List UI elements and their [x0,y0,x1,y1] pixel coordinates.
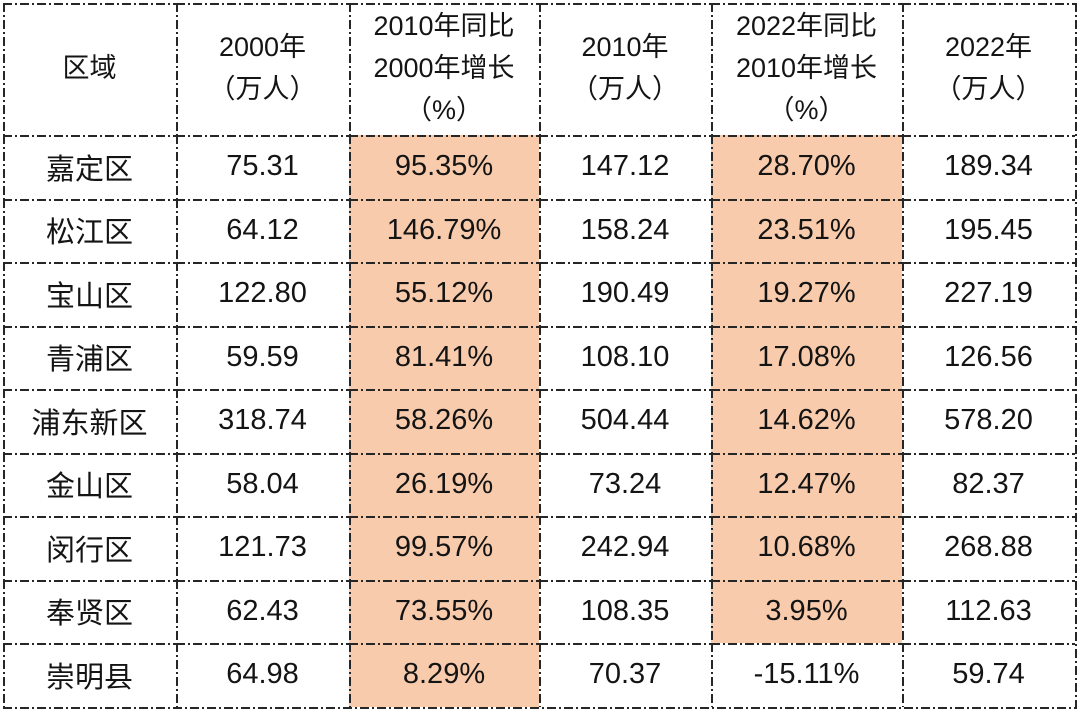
growth2010-cell: 26.19% [349,452,539,516]
region-cell: 青浦区 [3,325,176,389]
pop2010-cell: 70.37 [539,643,711,707]
growth2010-cell: 58.26% [349,389,539,453]
pop2000-cell: 64.12 [176,198,349,262]
growth2010-cell: 55.12% [349,262,539,326]
pop2000-cell: 122.80 [176,262,349,326]
growth2022-cell: 19.27% [711,262,902,326]
pop2022-cell: 268.88 [902,516,1075,580]
pop2022-cell: 578.20 [902,389,1075,453]
pop2010-cell: 504.44 [539,389,711,453]
region-cell: 浦东新区 [3,389,176,453]
pop2022-cell: 112.63 [902,579,1075,643]
header-growth2022: 2022年同比 2010年增长 （%） [711,3,902,135]
pop2010-cell: 108.10 [539,325,711,389]
header-region: 区域 [3,3,176,135]
growth2022-cell: 14.62% [711,389,902,453]
growth2022-cell: 10.68% [711,516,902,580]
pop2000-cell: 59.59 [176,325,349,389]
pop2000-cell: 64.98 [176,643,349,707]
region-cell: 奉贤区 [3,579,176,643]
region-cell: 嘉定区 [3,135,176,199]
header-pop2000: 2000年 （万人） [176,3,349,135]
pop2022-cell: 82.37 [902,452,1075,516]
growth2022-cell: 23.51% [711,198,902,262]
table-row: 金山区 58.04 26.19% 73.24 12.47% 82.37 [3,452,1075,516]
growth2022-cell: 28.70% [711,135,902,199]
table-row: 宝山区 122.80 55.12% 190.49 19.27% 227.19 [3,262,1075,326]
table-row: 奉贤区 62.43 73.55% 108.35 3.95% 112.63 [3,579,1075,643]
pop2000-cell: 121.73 [176,516,349,580]
population-table: 区域 2000年 （万人） 2010年同比 2000年增长 （%） 2010年 … [3,3,1077,709]
table-row: 浦东新区 318.74 58.26% 504.44 14.62% 578.20 [3,389,1075,453]
region-cell: 松江区 [3,198,176,262]
growth2022-cell: -15.11% [711,643,902,707]
pop2010-cell: 158.24 [539,198,711,262]
growth2010-cell: 146.79% [349,198,539,262]
growth2010-cell: 95.35% [349,135,539,199]
pop2000-cell: 58.04 [176,452,349,516]
pop2022-cell: 126.56 [902,325,1075,389]
pop2010-cell: 108.35 [539,579,711,643]
region-cell: 宝山区 [3,262,176,326]
table-row: 松江区 64.12 146.79% 158.24 23.51% 195.45 [3,198,1075,262]
pop2010-cell: 190.49 [539,262,711,326]
pop2022-cell: 59.74 [902,643,1075,707]
header-growth2010: 2010年同比 2000年增长 （%） [349,3,539,135]
pop2022-cell: 195.45 [902,198,1075,262]
growth2010-cell: 8.29% [349,643,539,707]
header-pop2022: 2022年 （万人） [902,3,1075,135]
growth2022-cell: 17.08% [711,325,902,389]
region-cell: 金山区 [3,452,176,516]
pop2000-cell: 75.31 [176,135,349,199]
table-row: 闵行区 121.73 99.57% 242.94 10.68% 268.88 [3,516,1075,580]
growth2010-cell: 99.57% [349,516,539,580]
table-row: 嘉定区 75.31 95.35% 147.12 28.70% 189.34 [3,135,1075,199]
table-row: 崇明县 64.98 8.29% 70.37 -15.11% 59.74 [3,643,1075,707]
region-cell: 崇明县 [3,643,176,707]
growth2022-cell: 3.95% [711,579,902,643]
growth2022-cell: 12.47% [711,452,902,516]
pop2000-cell: 62.43 [176,579,349,643]
growth2010-cell: 81.41% [349,325,539,389]
pop2010-cell: 73.24 [539,452,711,516]
pop2022-cell: 189.34 [902,135,1075,199]
pop2000-cell: 318.74 [176,389,349,453]
table-header-row: 区域 2000年 （万人） 2010年同比 2000年增长 （%） 2010年 … [3,3,1075,135]
growth2010-cell: 73.55% [349,579,539,643]
header-pop2010: 2010年 （万人） [539,3,711,135]
pop2022-cell: 227.19 [902,262,1075,326]
region-cell: 闵行区 [3,516,176,580]
table-row: 青浦区 59.59 81.41% 108.10 17.08% 126.56 [3,325,1075,389]
pop2010-cell: 147.12 [539,135,711,199]
pop2010-cell: 242.94 [539,516,711,580]
